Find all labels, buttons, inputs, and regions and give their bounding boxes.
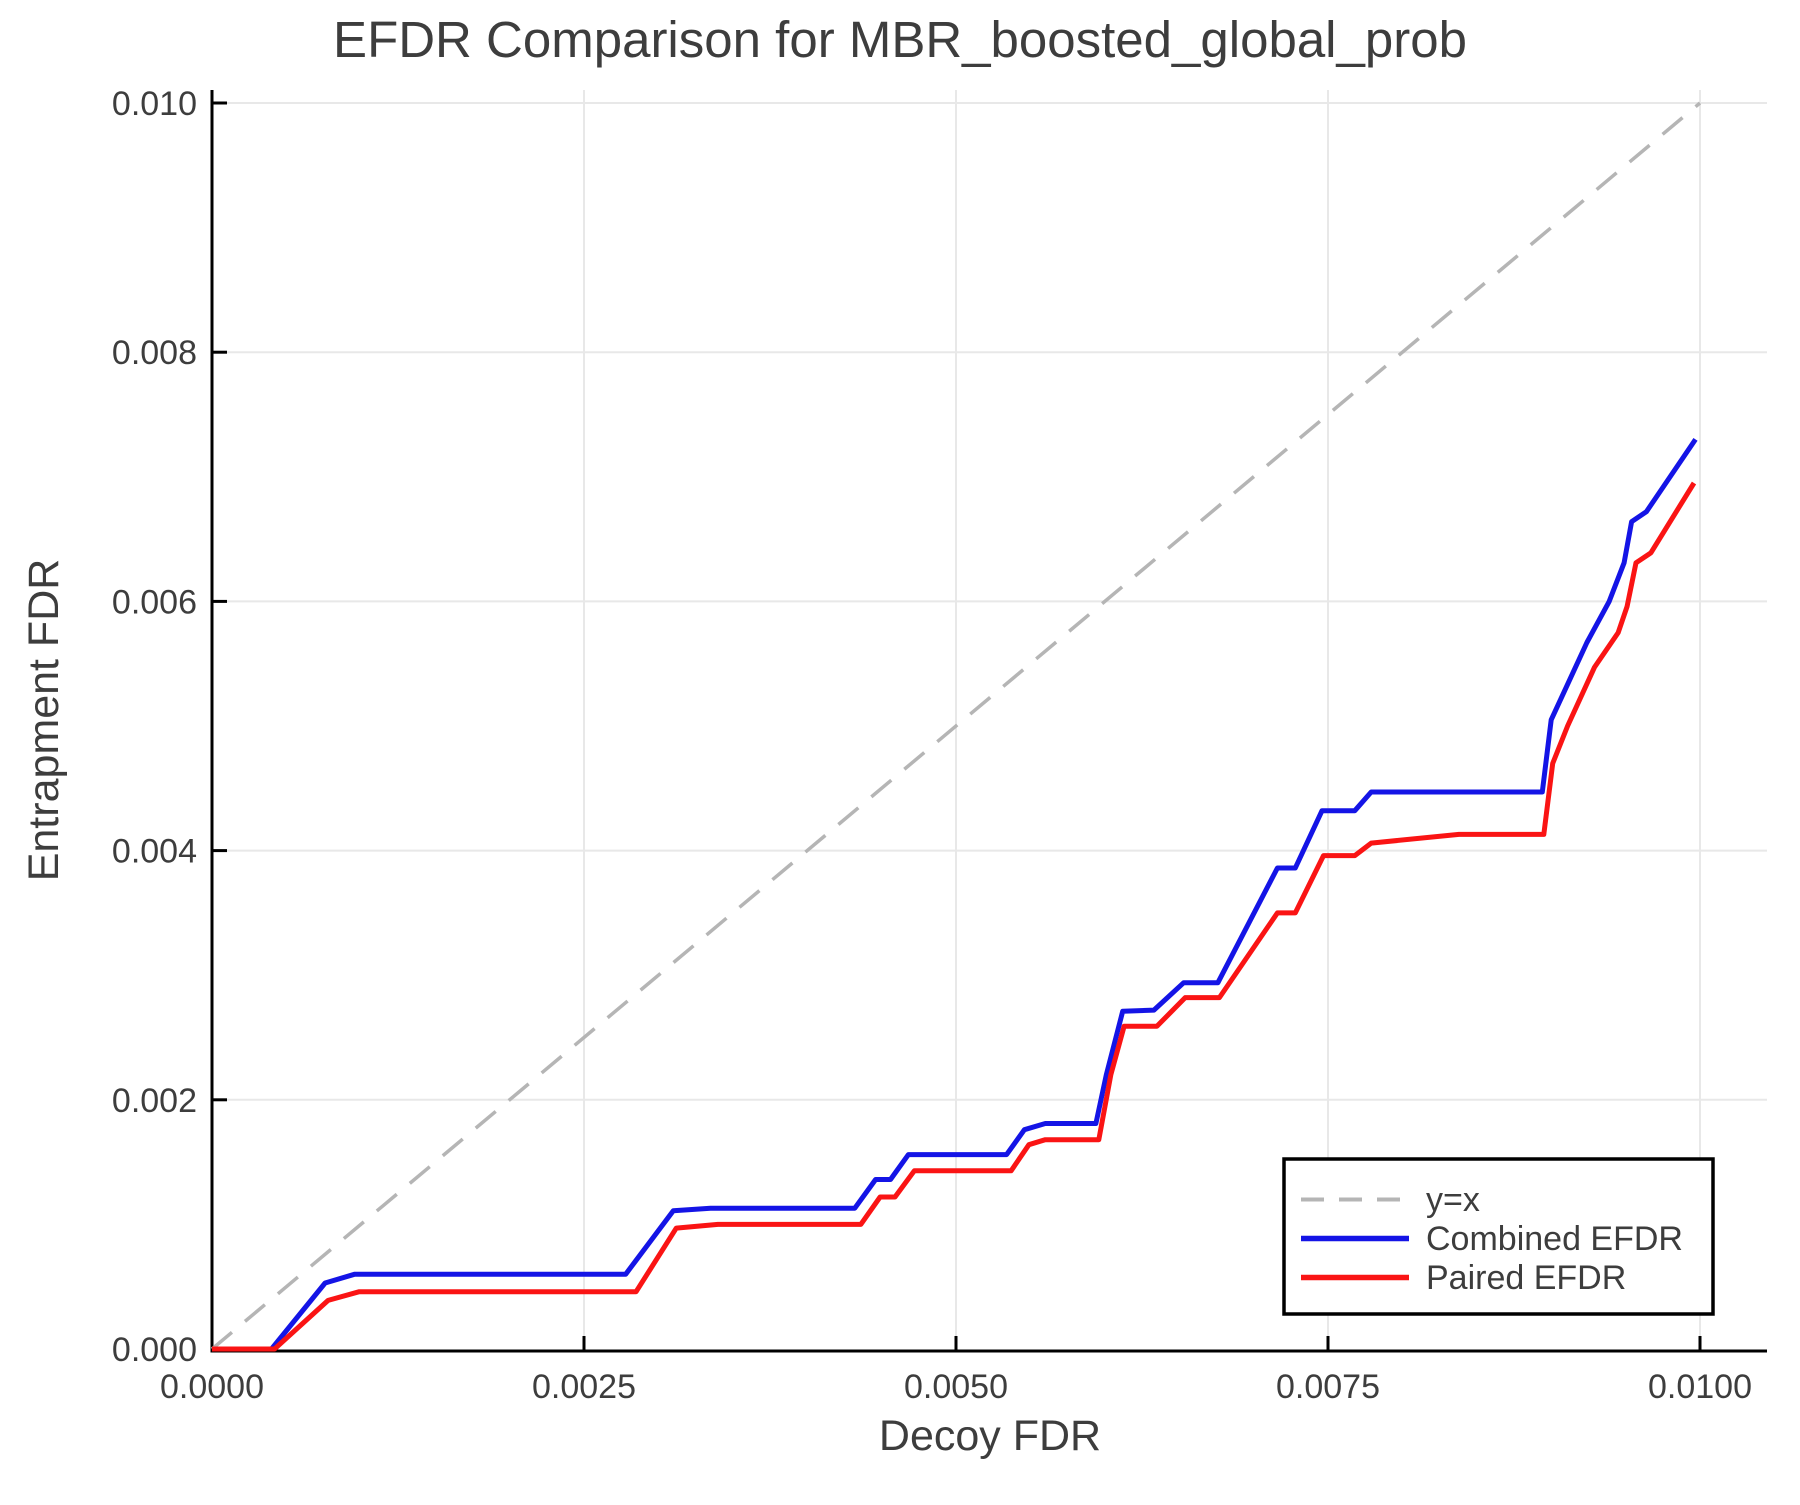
tick-labels: 0.0000 0.0025 0.0050 0.0075 0.0100 0.000 0.002… (112, 85, 1752, 1406)
legend: y=x Combined EFDR Paired EFDR (1282, 1157, 1715, 1316)
y-tick-label: 0.004 (112, 833, 197, 871)
y-tick-label: 0.008 (112, 334, 197, 372)
series-line-combined-efdr (212, 437, 1698, 1352)
x-tick-label: 0.0025 (532, 1368, 636, 1406)
x-tick-label: 0.0000 (160, 1368, 264, 1406)
axes (210, 90, 1767, 1353)
series-line-y-x (210, 101, 1702, 1351)
x-tick-label: 0.0050 (904, 1368, 1008, 1406)
x-axis-label: Decoy FDR (879, 1412, 1101, 1460)
gridlines (212, 90, 1767, 1351)
x-tick-label: 0.0100 (1648, 1368, 1752, 1406)
y-axis-label: Entrapment FDR (20, 559, 68, 882)
y-tick-label: 0.010 (112, 85, 197, 123)
legend-label-paired-efdr: Paired EFDR (1426, 1259, 1626, 1297)
series-line-paired-efdr (212, 481, 1697, 1352)
x-tick-label: 0.0075 (1276, 1368, 1380, 1406)
y-tick-label: 0.002 (112, 1082, 197, 1120)
y-tick-label: 0.006 (112, 583, 197, 621)
legend-label-yx: y=x (1426, 1181, 1480, 1219)
series-lines (210, 101, 1702, 1352)
chart-title: EFDR Comparison for MBR_boosted_global_p… (333, 11, 1467, 68)
y-tick-label: 0.000 (112, 1331, 197, 1369)
legend-label-combined-efdr: Combined EFDR (1426, 1220, 1683, 1258)
